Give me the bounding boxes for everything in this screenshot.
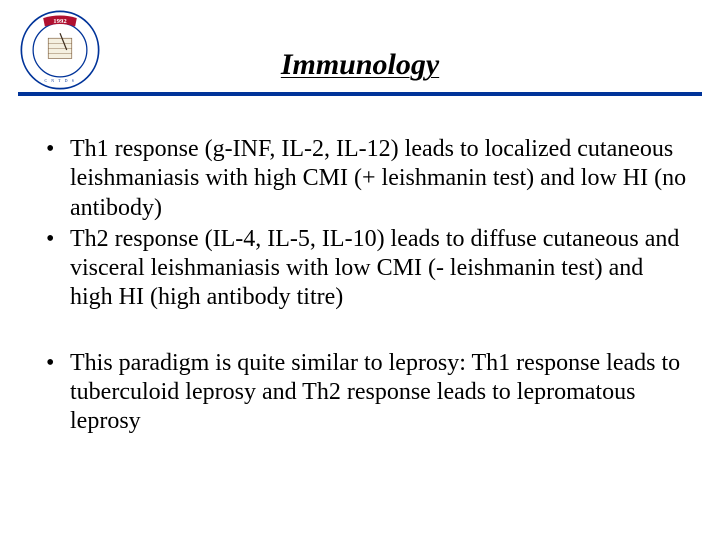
bullet-item: Th1 response (g-INF, IL-2, IL-12) leads … xyxy=(40,135,690,223)
bullet-group-1: Th1 response (g-INF, IL-2, IL-12) leads … xyxy=(40,135,690,313)
bullet-text: Th1 response (g-INF, IL-2, IL-12) leads … xyxy=(70,136,686,221)
slide-title: Immunology xyxy=(0,48,720,82)
logo-year-text: 1992 xyxy=(53,18,67,25)
bullet-text: This paradigm is quite similar to lepros… xyxy=(70,350,680,435)
bullet-text: Th2 response (IL-4, IL-5, IL-10) leads t… xyxy=(70,226,679,311)
bullet-item: This paradigm is quite similar to lepros… xyxy=(40,349,690,437)
bullet-group-2: This paradigm is quite similar to lepros… xyxy=(40,349,690,437)
slide-body: Th1 response (g-INF, IL-2, IL-12) leads … xyxy=(40,135,690,438)
header-rule xyxy=(18,92,702,96)
bullet-item: Th2 response (IL-4, IL-5, IL-10) leads t… xyxy=(40,225,690,313)
slide-header: 1992 C N T D S Immunology xyxy=(0,0,720,100)
paragraph-gap xyxy=(40,315,690,349)
